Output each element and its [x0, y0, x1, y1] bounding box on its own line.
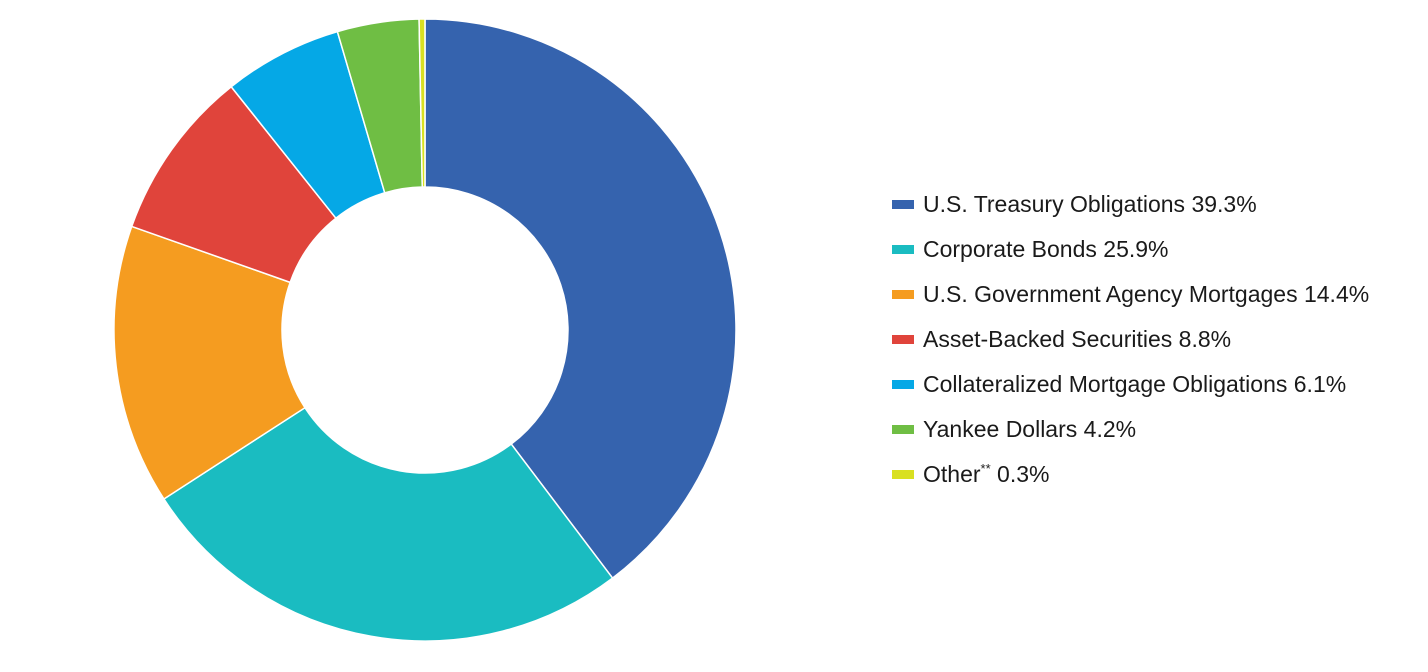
legend-label: Collateralized Mortgage Obligations 6.1%: [923, 373, 1346, 396]
legend-item-us-government-agency-mortgages: U.S. Government Agency Mortgages 14.4%: [892, 272, 1369, 317]
legend-item-corporate-bonds: Corporate Bonds 25.9%: [892, 227, 1369, 272]
legend-label: U.S. Government Agency Mortgages 14.4%: [923, 283, 1369, 306]
legend-series-value: 14.4%: [1303, 281, 1370, 307]
legend-swatch: [892, 425, 914, 434]
legend-label: Yankee Dollars 4.2%: [923, 418, 1136, 441]
legend-swatch: [892, 290, 914, 299]
legend-series-value: 8.8%: [1178, 326, 1232, 352]
legend-item-asset-backed-securities: Asset-Backed Securities 8.8%: [892, 317, 1369, 362]
legend-series-value: 4.2%: [1083, 416, 1137, 442]
legend-item-collateralized-mortgage-obligations: Collateralized Mortgage Obligations 6.1%: [892, 362, 1369, 407]
legend-series-name: U.S. Government Agency Mortgages: [923, 281, 1298, 307]
legend-swatch: [892, 470, 914, 479]
legend-series-name: Yankee Dollars: [923, 416, 1078, 442]
legend-series-name: Collateralized Mortgage Obligations: [923, 371, 1288, 397]
legend-label: Other** 0.3%: [923, 461, 1050, 487]
legend-series-name: U.S. Treasury Obligations: [923, 191, 1186, 217]
donut-slice-u-s-treasury-obligations: [424, 18, 737, 580]
legend-item-other: Other** 0.3%: [892, 452, 1369, 497]
legend-swatch: [892, 380, 914, 389]
legend-series-name: Asset-Backed Securities: [923, 326, 1173, 352]
legend-swatch: [892, 335, 914, 344]
legend-series-value: 25.9%: [1103, 236, 1169, 262]
legend-label: U.S. Treasury Obligations 39.3%: [923, 193, 1257, 216]
legend-swatch: [892, 245, 914, 254]
legend-label: Corporate Bonds 25.9%: [923, 238, 1169, 261]
legend-item-yankee-dollars: Yankee Dollars 4.2%: [892, 407, 1369, 452]
legend-series-value: 39.3%: [1191, 191, 1257, 217]
legend-series-value: 6.1%: [1293, 371, 1347, 397]
legend-item-us-treasury-obligations: U.S. Treasury Obligations 39.3%: [892, 182, 1369, 227]
legend-label: Asset-Backed Securities 8.8%: [923, 328, 1231, 351]
legend-series-name: Other: [923, 461, 981, 487]
legend-footnote-marker: **: [980, 461, 991, 476]
donut-chart: [113, 18, 737, 642]
legend-series-value: 0.3%: [997, 461, 1050, 487]
legend-series-name: Corporate Bonds: [923, 236, 1097, 262]
legend-swatch: [892, 200, 914, 209]
chart-legend: U.S. Treasury Obligations 39.3% Corporat…: [892, 182, 1369, 497]
donut-slice-u-s-government-agency-mortgages: [113, 225, 306, 501]
donut-slice-other: [418, 18, 426, 188]
donut-slice-corporate-bonds: [162, 406, 614, 642]
